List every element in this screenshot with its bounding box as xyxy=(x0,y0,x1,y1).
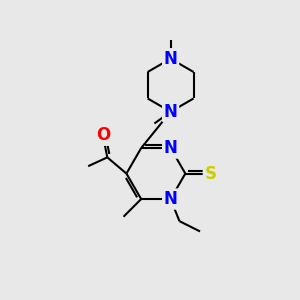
Text: S: S xyxy=(204,165,216,183)
Text: N: N xyxy=(164,139,178,157)
Text: O: O xyxy=(96,126,110,144)
Text: N: N xyxy=(164,50,178,68)
Text: N: N xyxy=(164,103,178,121)
Text: N: N xyxy=(164,190,178,208)
